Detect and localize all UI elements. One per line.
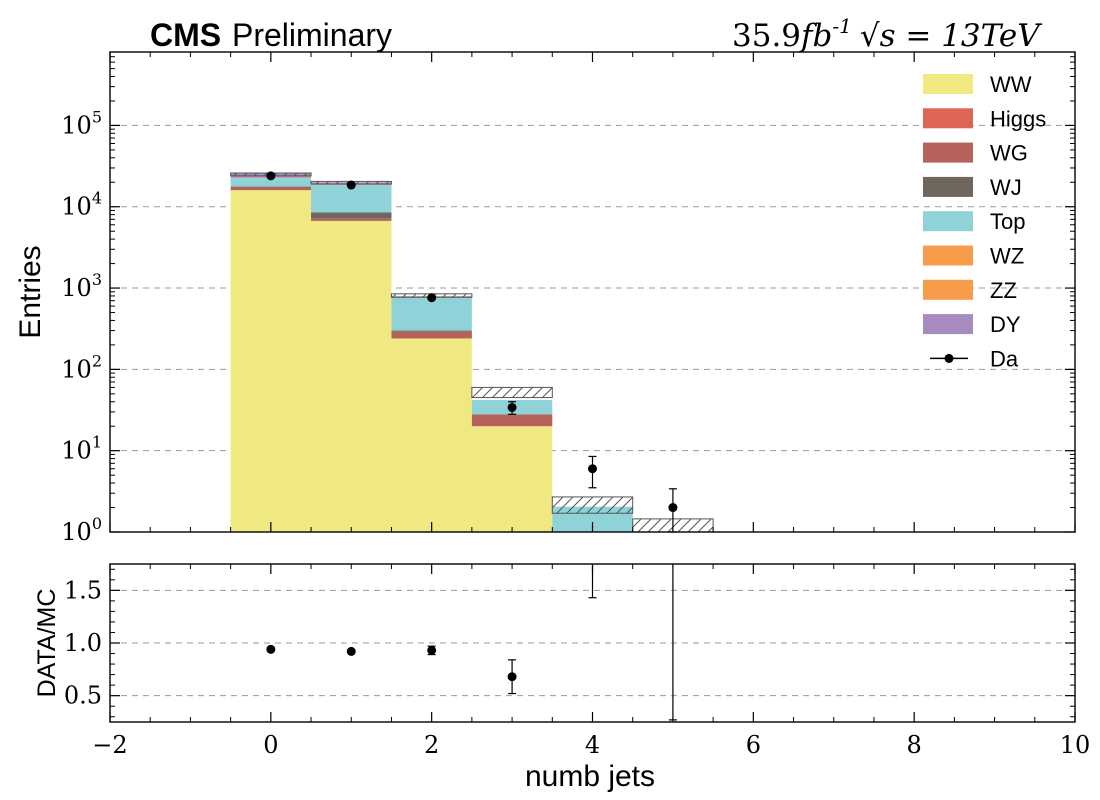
- legend-label-top: Top: [990, 209, 1025, 234]
- bar-wg: [230, 186, 312, 191]
- y-tick-base: 10: [61, 437, 92, 465]
- ratio-point: [266, 644, 276, 654]
- legend-label-zz: ZZ: [990, 278, 1017, 303]
- sqrt-s: s: [880, 18, 896, 54]
- legend-label-ww: WW: [990, 72, 1032, 97]
- uncertainty-hatch: [551, 496, 634, 514]
- x-tick-label: 4: [585, 731, 600, 759]
- energy-label: = 13TeV: [896, 18, 1044, 54]
- bar-top: [391, 296, 472, 331]
- legend-label-wj: WJ: [990, 175, 1022, 200]
- legend-label-higgs: Higgs: [990, 106, 1046, 131]
- y-tick-label: 0.5: [64, 682, 102, 710]
- bar-wg: [471, 414, 553, 427]
- y-tick-exponent: 5: [92, 107, 102, 126]
- bar-wg: [311, 218, 392, 221]
- y-tick-label: 1.0: [64, 629, 102, 657]
- legend-swatch-wj: [923, 176, 973, 197]
- ratio-point: [507, 672, 517, 682]
- bar-ww: [230, 190, 312, 533]
- data-point: [588, 464, 597, 474]
- legend-swatch-wg: [923, 142, 973, 163]
- legend-swatch-top: [923, 211, 973, 232]
- y-tick-label: 1.5: [64, 576, 102, 604]
- bar-ww: [471, 426, 553, 532]
- bar-wj: [311, 212, 392, 219]
- x-tick-label: 0: [263, 731, 278, 759]
- cms-label: CMS: [150, 17, 221, 53]
- y-tick-label: 100: [61, 514, 102, 546]
- y-tick-exponent: 0: [92, 514, 102, 533]
- legend: WW Higgs WG WJ Top WZ ZZ DY Da: [923, 72, 1046, 371]
- x-axis-label: numb jets: [525, 760, 655, 793]
- y-tick-base: 10: [61, 274, 92, 302]
- x-tick-label: −2: [92, 731, 127, 759]
- y-tick-base: 10: [61, 111, 92, 139]
- data-point: [668, 503, 678, 513]
- legend-label-da: Da: [990, 346, 1019, 371]
- ratio-axis-ticks: −2 0 2 4 6 8 10 0.5 1.0 1.5: [64, 564, 1090, 759]
- legend-label-dy: DY: [990, 312, 1021, 337]
- y-tick-base: 10: [61, 193, 92, 221]
- y-tick-exponent: 1: [92, 433, 102, 452]
- sqrt-symbol: √: [860, 18, 880, 54]
- x-tick-label: 6: [746, 731, 761, 759]
- legend-label-wz: WZ: [990, 244, 1024, 269]
- legend-swatch-wz: [923, 245, 973, 266]
- y-axis-label-entries: Entries: [14, 245, 47, 338]
- y-tick-exponent: 4: [92, 189, 102, 208]
- y-tick-label: 101: [61, 433, 102, 465]
- y-tick-label: 102: [61, 351, 102, 383]
- x-tick-label: 2: [424, 731, 439, 759]
- luminosity-label: 35.9fb-1 √s = 13TeV: [732, 14, 1043, 54]
- bar-top: [311, 185, 392, 213]
- stacked-histogram: [230, 173, 633, 533]
- y-tick-label: 104: [61, 189, 102, 221]
- bar-wj: [391, 330, 472, 332]
- uncertainty-hatch: [471, 386, 553, 399]
- y-tick-base: 10: [61, 518, 92, 546]
- y-axis-label-ratio: DATA/MC: [33, 589, 61, 698]
- legend-data-marker: [944, 353, 954, 363]
- y-tick-exponent: 3: [92, 270, 102, 289]
- ratio-point: [427, 645, 437, 655]
- lumi-value: 35.9: [732, 18, 801, 54]
- legend-swatch-zz: [923, 279, 973, 300]
- y-tick-label: 103: [61, 270, 102, 302]
- y-tick-exponent: 2: [92, 351, 102, 370]
- data-points: [266, 171, 678, 533]
- x-tick-label: 10: [1060, 731, 1091, 759]
- bar-ww: [391, 338, 472, 532]
- bar-top: [230, 178, 312, 187]
- lumi-unit: fb: [799, 18, 832, 54]
- ratio-point: [346, 646, 356, 656]
- legend-swatch-higgs: [923, 108, 973, 129]
- ratio-points: [266, 564, 677, 721]
- legend-label-wg: WG: [990, 141, 1028, 166]
- legend-swatch-dy: [923, 314, 973, 335]
- data-point: [427, 293, 437, 303]
- bar-ww: [311, 220, 392, 533]
- y-tick-base: 10: [61, 355, 92, 383]
- bar-wg: [391, 331, 472, 339]
- ratio-panel: −2 0 2 4 6 8 10 0.5 1.0 1.5 DATA/MC numb jets: [33, 563, 1090, 793]
- x-tick-label: 8: [907, 731, 922, 759]
- ratio-gridlines: [110, 589, 1075, 697]
- data-point: [507, 402, 517, 412]
- main-gridlines: [110, 124, 1075, 452]
- data-point: [266, 171, 276, 181]
- legend-swatch-ww: [923, 74, 973, 94]
- preliminary-label: Preliminary: [232, 17, 392, 53]
- y-tick-label: 105: [61, 107, 102, 139]
- lumi-exponent: -1: [832, 14, 851, 38]
- data-point: [346, 180, 356, 190]
